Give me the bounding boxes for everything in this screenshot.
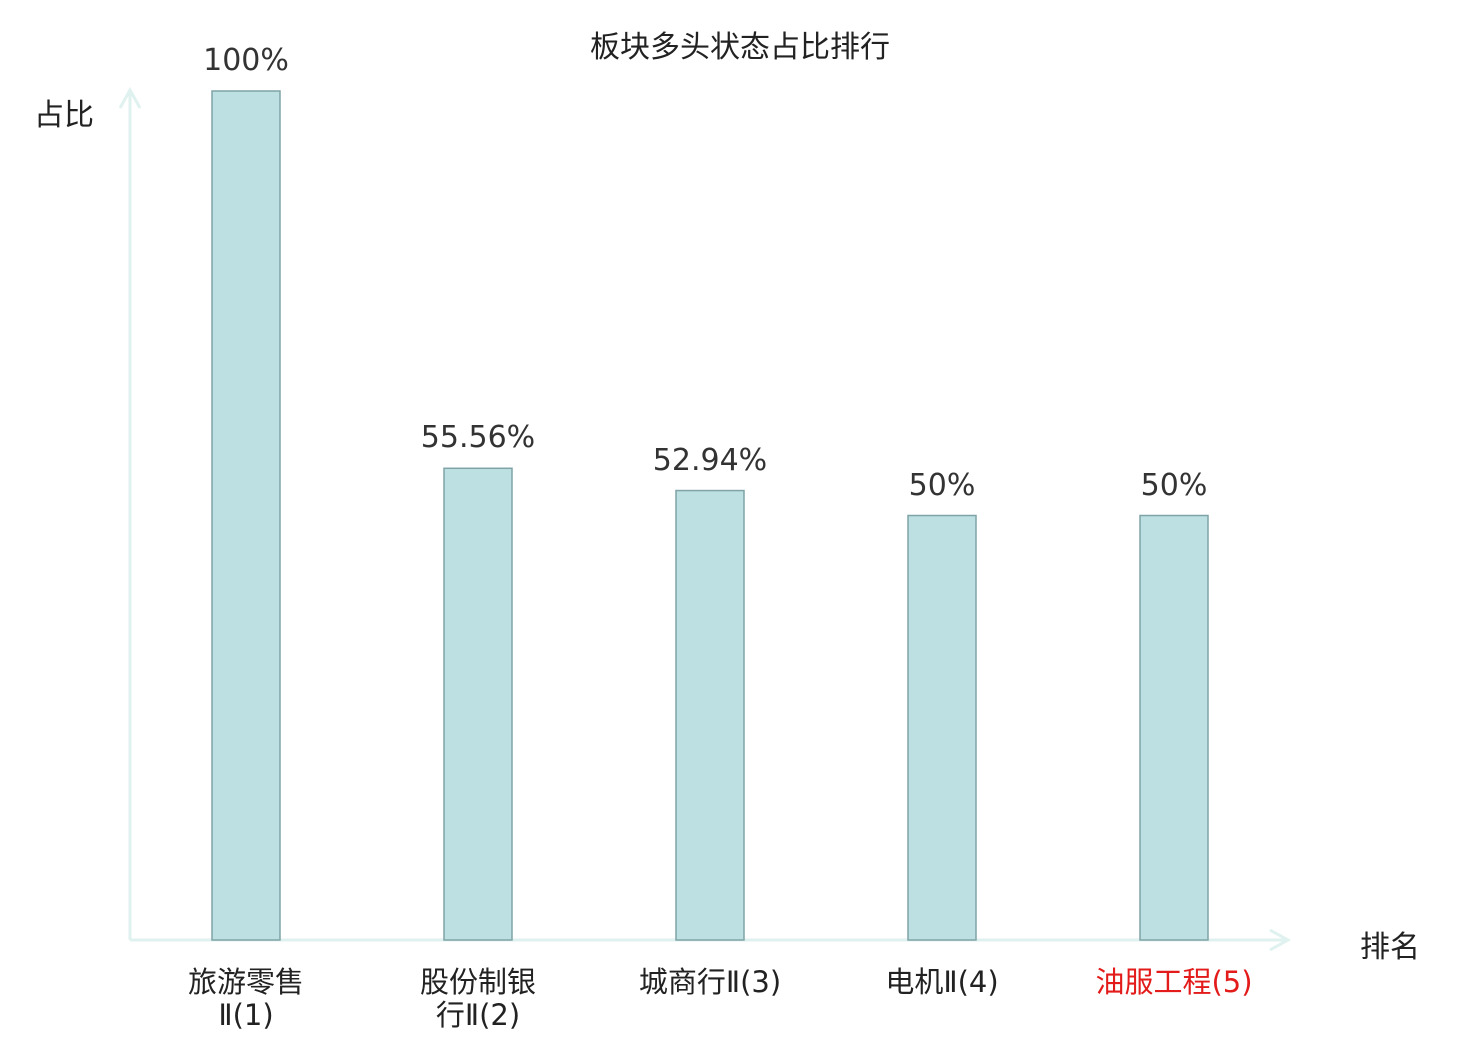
value-label-1: 100% xyxy=(203,43,289,78)
value-label-3: 52.94% xyxy=(652,442,768,478)
value-label-5: 50% xyxy=(1140,467,1208,503)
chart-title: 板块多头状态占比排行 xyxy=(590,30,890,65)
category-label-line: 旅游零售 xyxy=(187,965,304,999)
category-label-line: Ⅱ(1) xyxy=(218,998,274,1032)
category-label-line: 油服工程(5) xyxy=(1095,965,1253,999)
value-label-2: 55.56% xyxy=(420,420,536,456)
category-label-5: 油服工程(5) xyxy=(1074,966,1274,999)
category-label-line: 城商行Ⅱ(3) xyxy=(638,965,782,999)
bar-2 xyxy=(443,467,513,941)
x-axis-arrow xyxy=(1269,928,1292,952)
category-label-line: 电机Ⅱ(4) xyxy=(885,965,999,999)
bar-5 xyxy=(1139,514,1209,941)
category-label-line: 行Ⅱ(2) xyxy=(435,998,521,1032)
bar-4 xyxy=(907,514,977,941)
bar-3 xyxy=(675,489,745,941)
category-label-1: 旅游零售 Ⅱ(1) xyxy=(146,966,346,1032)
category-label-3: 城商行Ⅱ(3) xyxy=(610,966,810,999)
y-axis-arrow xyxy=(118,86,142,109)
x-axis-label: 排名 xyxy=(1360,930,1420,965)
category-label-2: 股份制银 行Ⅱ(2) xyxy=(378,966,578,1032)
bar-1 xyxy=(211,90,281,941)
category-label-4: 电机Ⅱ(4) xyxy=(842,966,1042,999)
y-axis-label: 占比 xyxy=(34,98,94,133)
category-label-line: 股份制银 xyxy=(419,965,536,999)
value-label-4: 50% xyxy=(908,467,976,503)
